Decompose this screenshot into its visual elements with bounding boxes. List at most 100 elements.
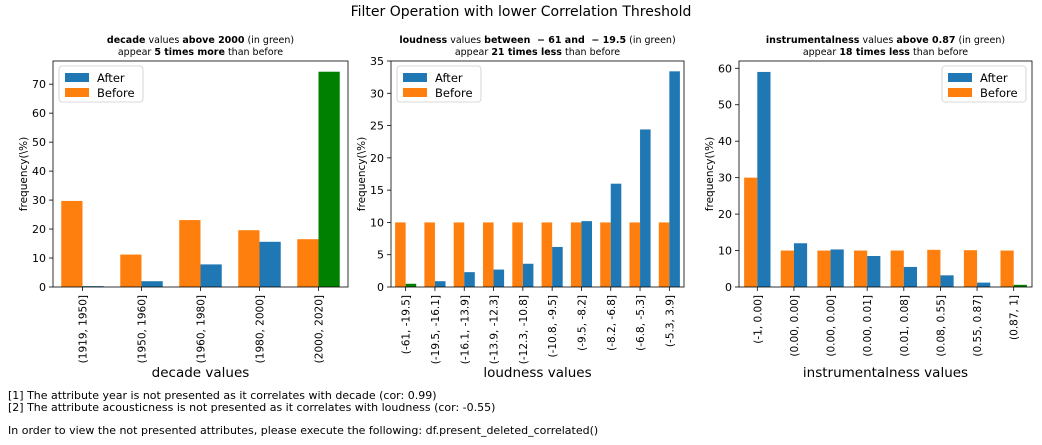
- x-tick-label: (0.00, 0.00]: [826, 295, 838, 357]
- y-tick-label: 60: [718, 62, 732, 75]
- bar-after: [757, 71, 771, 287]
- bar-before: [854, 250, 868, 287]
- bar-before: [629, 222, 641, 287]
- footnotes: [1] The attribute year is not presented …: [8, 390, 495, 414]
- bar-before: [541, 222, 553, 287]
- x-tick-label: (1919, 1950]: [78, 295, 90, 363]
- bar-after: [82, 286, 104, 287]
- chart-title-segment: decade: [106, 35, 146, 46]
- bar-after: [610, 183, 622, 287]
- bar-before: [744, 177, 758, 287]
- y-tick-label: 30: [370, 87, 384, 100]
- chart-title-segment: than before: [909, 47, 969, 58]
- y-axis-label: frequency(\%): [356, 137, 368, 211]
- legend-label: Before: [97, 86, 135, 100]
- chart-title-segment: values: [145, 35, 183, 46]
- bar-before: [120, 254, 142, 287]
- bar-after: [830, 249, 844, 287]
- bar-before: [780, 250, 794, 287]
- chart-title-line-2: appear 18 times less than before: [699, 47, 1042, 59]
- y-tick-label: 30: [32, 194, 46, 207]
- bar-after: [259, 241, 281, 287]
- bar-after: [522, 263, 534, 287]
- bar-after-highlight: [405, 283, 417, 287]
- y-tick-label: 10: [32, 252, 46, 265]
- bar-after: [464, 272, 475, 287]
- chart-title-segment: instrumentalness: [765, 35, 860, 46]
- x-tick-label: (-1, 0.00]: [752, 295, 764, 344]
- chart-title-segment: appear: [117, 47, 155, 58]
- x-tick-label: (0.87, 1]: [1009, 295, 1021, 340]
- bar-before: [453, 222, 465, 287]
- x-tick-label: (0.01, 0.08]: [899, 295, 911, 357]
- x-tick-label: (1950, 1960]: [137, 295, 149, 363]
- y-tick-label: 40: [718, 135, 732, 148]
- y-axis-label: frequency(\%): [704, 137, 716, 211]
- y-tick-label: 70: [32, 78, 46, 91]
- instruction-text: In order to view the not presented attri…: [8, 424, 599, 437]
- bar-before: [483, 222, 494, 287]
- legend-label: After: [435, 71, 463, 85]
- y-tick-label: 5: [377, 249, 384, 262]
- chart-3-title: instrumentalness values above 0.87 (in g…: [699, 35, 1042, 59]
- x-tick-label: (-10.8, -9.5]: [547, 295, 559, 358]
- y-tick-label: 0: [725, 281, 732, 294]
- x-tick-label: (-61, -19.5]: [401, 295, 413, 354]
- bar-after-highlight: [318, 71, 340, 287]
- chart-title-segment: loudness: [399, 35, 448, 46]
- bar-before: [890, 250, 904, 287]
- bar-before: [658, 222, 670, 287]
- chart-title-segment: values: [859, 35, 897, 46]
- chart-title-segment: than before: [561, 47, 621, 58]
- bar-before: [297, 239, 319, 287]
- chart-title-line-2: appear 5 times more than before: [13, 47, 388, 59]
- bar-before: [570, 222, 582, 287]
- chart-title-line-1: instrumentalness values above 0.87 (in g…: [699, 35, 1042, 47]
- chart-title-segment: above 2000: [182, 35, 245, 46]
- chart-title-segment: (in green): [626, 35, 676, 46]
- y-axis-label: frequency(\%): [18, 137, 30, 211]
- legend-swatch: [65, 88, 89, 97]
- footnote-1: [1] The attribute year is not presented …: [8, 389, 437, 402]
- bar-before: [238, 230, 260, 287]
- footnote-2: [2] The attribute acousticness is not pr…: [8, 401, 496, 414]
- x-tick-label: (-12.3, -10.8]: [518, 295, 530, 364]
- y-tick-label: 50: [32, 136, 46, 149]
- bar-before: [424, 222, 435, 287]
- legend-label: Before: [435, 86, 473, 100]
- chart-title-segment: values: [447, 35, 485, 46]
- x-tick-label: (-16.1, -13.9]: [459, 295, 471, 364]
- y-tick-label: 30: [718, 172, 732, 185]
- y-tick-label: 10: [718, 245, 732, 258]
- legend-label: Before: [980, 86, 1018, 100]
- chart-2-title: loudness values between − 61 and − 19.5 …: [351, 35, 724, 59]
- bar-after: [552, 246, 563, 287]
- bar-after: [903, 266, 917, 287]
- bar-before: [1000, 250, 1014, 287]
- x-tick-label: (-5.3, 3.9]: [664, 295, 676, 347]
- y-tick-label: 15: [370, 184, 384, 197]
- bar-after: [669, 71, 680, 288]
- chart-1-title: decade values above 2000 (in green) appea…: [13, 35, 388, 59]
- chart-title-segment: between − 61 and − 19.5: [484, 35, 627, 46]
- y-tick-label: 0: [377, 281, 384, 294]
- plot-frame: [52, 60, 349, 288]
- chart-title-segment: appear: [454, 47, 492, 58]
- x-tick-label: (0.00, 0.00]: [789, 295, 801, 357]
- figure-title: Filter Operation with lower Correlation …: [350, 4, 692, 20]
- bar-after: [793, 243, 808, 287]
- chart-title-line-2: appear 21 times less than before: [351, 47, 724, 59]
- legend-label: After: [97, 71, 125, 85]
- chart-title-line-1: decade values above 2000 (in green): [13, 35, 388, 47]
- legend-swatch: [948, 88, 972, 97]
- x-tick-label: (0.00, 0.01]: [862, 295, 874, 357]
- bar-before: [600, 222, 611, 287]
- x-axis-label: loudness values: [483, 365, 591, 381]
- x-tick-label: (-6.8, -5.3]: [635, 295, 647, 351]
- x-tick-label: (1960, 1980]: [196, 295, 208, 363]
- bar-after: [493, 269, 505, 287]
- bar-before: [817, 250, 831, 287]
